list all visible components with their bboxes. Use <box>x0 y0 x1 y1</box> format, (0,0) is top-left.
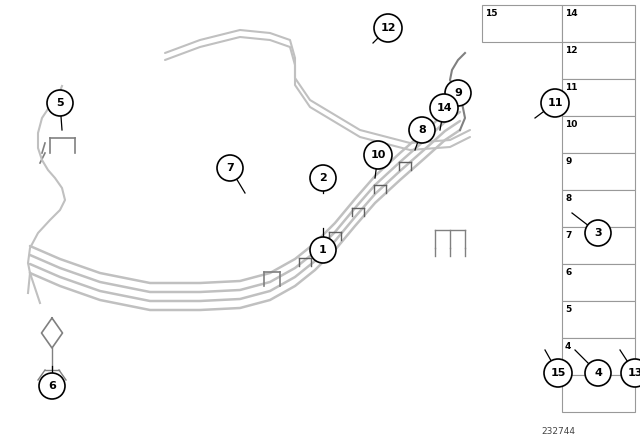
Text: 8: 8 <box>565 194 572 203</box>
Text: 12: 12 <box>380 23 396 33</box>
Text: 7: 7 <box>565 231 572 240</box>
Bar <box>562 153 635 190</box>
Circle shape <box>310 237 336 263</box>
Bar <box>562 375 635 412</box>
Text: 9: 9 <box>454 88 462 98</box>
Text: 9: 9 <box>565 157 572 166</box>
Bar <box>562 116 635 153</box>
Circle shape <box>217 155 243 181</box>
Bar <box>562 190 635 227</box>
Text: 10: 10 <box>565 120 577 129</box>
Bar <box>562 227 635 264</box>
Text: 15: 15 <box>485 9 497 18</box>
Circle shape <box>544 359 572 387</box>
Text: 1: 1 <box>319 245 327 255</box>
Circle shape <box>409 117 435 143</box>
Circle shape <box>47 90 73 116</box>
Text: 5: 5 <box>565 305 572 314</box>
Circle shape <box>430 94 458 122</box>
Text: 14: 14 <box>436 103 452 113</box>
Circle shape <box>445 80 471 106</box>
Text: 4: 4 <box>565 342 572 351</box>
Circle shape <box>585 360 611 386</box>
Bar <box>562 42 635 79</box>
Text: 6: 6 <box>565 268 572 277</box>
Bar <box>562 5 635 42</box>
Circle shape <box>310 165 336 191</box>
Text: 12: 12 <box>565 46 577 55</box>
Circle shape <box>621 359 640 387</box>
Text: 232744: 232744 <box>541 427 575 436</box>
Text: 14: 14 <box>565 9 578 18</box>
Bar <box>482 5 562 42</box>
Circle shape <box>374 14 402 42</box>
Circle shape <box>364 141 392 169</box>
Circle shape <box>541 89 569 117</box>
Bar <box>562 264 635 301</box>
Circle shape <box>39 373 65 399</box>
Text: 6: 6 <box>48 381 56 391</box>
Text: 2: 2 <box>319 173 327 183</box>
Text: 13: 13 <box>627 368 640 378</box>
Text: 11: 11 <box>547 98 563 108</box>
Text: 7: 7 <box>226 163 234 173</box>
Text: 15: 15 <box>550 368 566 378</box>
Text: 10: 10 <box>371 150 386 160</box>
Bar <box>562 79 635 116</box>
Text: 4: 4 <box>594 368 602 378</box>
Bar <box>562 301 635 338</box>
Text: 11: 11 <box>565 83 577 92</box>
Bar <box>562 338 635 375</box>
Text: 3: 3 <box>594 228 602 238</box>
Circle shape <box>585 220 611 246</box>
Text: 8: 8 <box>418 125 426 135</box>
Text: 5: 5 <box>56 98 64 108</box>
